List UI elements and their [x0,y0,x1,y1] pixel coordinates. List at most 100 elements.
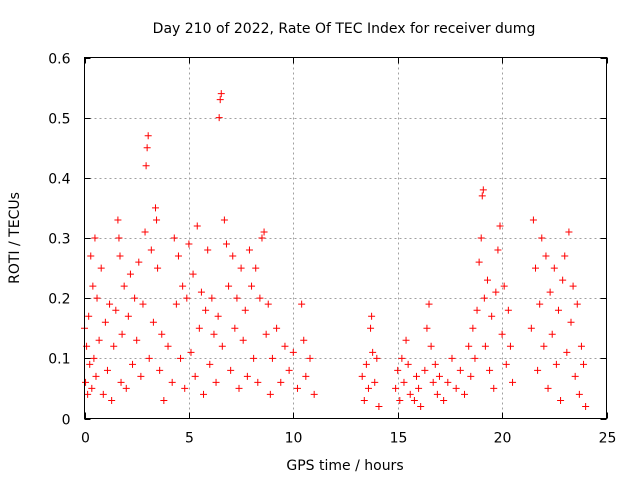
data-point [509,378,517,386]
data-point [120,282,128,290]
data-point [417,402,425,410]
data-point [245,246,253,254]
data-point [131,294,139,302]
x-tick-label: 25 [599,431,617,447]
axis-ticks: 0 5 10 15 20 25 0 0.1 0.2 0.3 0.4 0.5 0.6 [48,52,616,447]
data-point [554,306,562,314]
data-point [200,390,208,398]
data-point [582,402,590,410]
data-point [289,348,297,356]
data-point [241,306,249,314]
data-point [375,402,383,410]
data-point [532,264,540,272]
data-point [563,348,571,356]
data-point [273,324,281,332]
y-tick-label: 0.4 [48,172,70,188]
data-point [88,384,96,392]
data-point [85,312,93,320]
data-point [87,252,95,260]
data-point [215,114,223,122]
data-point [480,294,488,302]
data-point [496,222,504,230]
data-point [306,354,314,362]
data-point [95,336,103,344]
data-point [406,390,414,398]
data-point [217,90,225,98]
data-point [99,390,107,398]
data-point [293,384,301,392]
data-point [216,96,224,104]
data-point [492,288,500,296]
data-point [548,330,556,338]
data-point [92,372,100,380]
data-point [371,378,379,386]
data-point [149,318,157,326]
data-point [210,330,218,338]
data-point [410,396,418,404]
data-point [250,354,258,362]
data-point [481,342,489,350]
data-point [222,240,230,248]
data-point [415,384,423,392]
data-point [191,372,199,380]
x-tick-label: 0 [81,431,90,447]
data-point [183,294,191,302]
data-point [433,390,441,398]
data-point [195,324,203,332]
data-point [373,354,381,362]
data-point [392,384,400,392]
data-point [425,300,433,308]
x-tick-label: 10 [285,431,303,447]
data-point [277,378,285,386]
data-point [189,270,197,278]
data-point [122,384,130,392]
data-point [569,282,577,290]
data-point [160,396,168,404]
y-tick-label: 0.5 [48,112,70,128]
data-point [427,342,435,350]
data-point [220,216,228,224]
data-point [500,282,508,290]
data-point [237,264,245,272]
data-point [465,342,473,350]
data-point [467,372,475,380]
data-point [233,294,241,302]
data-point [145,354,153,362]
data-point [181,384,189,392]
data-point [440,396,448,404]
data-point [557,396,565,404]
data-point [281,342,289,350]
data-point [227,366,235,374]
data-point [137,372,145,380]
data-point [225,282,233,290]
data-point [536,300,544,308]
data-point [360,396,368,404]
data-point [248,282,256,290]
data-point [448,354,456,362]
data-points [81,90,590,410]
data-point [118,330,126,338]
data-point [84,390,92,398]
data-point [135,258,143,266]
data-point [429,378,437,386]
data-point [310,390,318,398]
data-point [394,366,402,374]
data-point [235,384,243,392]
data-point [116,252,124,260]
data-point [193,222,201,230]
data-point [110,342,118,350]
data-point [133,336,141,344]
data-point [168,378,176,386]
data-point [208,294,216,302]
data-point [114,216,122,224]
data-point [542,252,550,260]
data-point [435,372,443,380]
x-tick-label: 15 [390,431,408,447]
x-axis-label: GPS time / hours [286,458,403,474]
data-point [488,312,496,320]
data-point [143,144,151,152]
data-point [358,372,366,380]
data-point [398,354,406,362]
data-point [82,378,90,386]
